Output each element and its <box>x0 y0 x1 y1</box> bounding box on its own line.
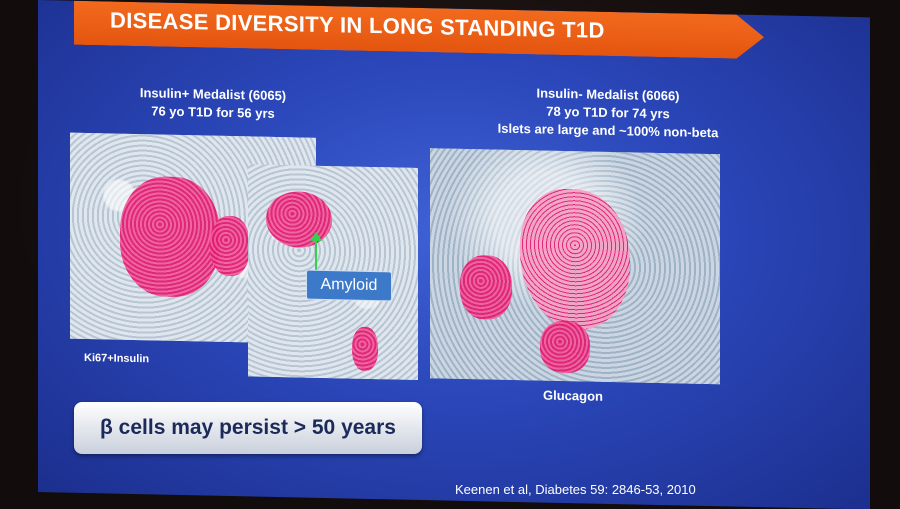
right-stain-label: Glucagon <box>543 387 603 404</box>
arrow-line <box>315 237 317 270</box>
islet-stain <box>352 326 378 372</box>
islet-stain <box>520 188 630 331</box>
micrograph-glucagon <box>430 148 720 385</box>
left-stain-label: Ki67+Insulin <box>84 351 150 366</box>
islet-stain <box>266 190 332 249</box>
islet-stain <box>210 215 250 277</box>
key-point-box: β cells may persist > 50 years <box>74 402 422 454</box>
citation-text: Keenen et al, Diabetes 59: 2846-53, 2010 <box>455 482 696 497</box>
amyloid-label: Amyloid <box>306 269 392 302</box>
left-caption-line2: 76 yo T1D for 56 yrs <box>151 103 275 121</box>
islet-stain <box>120 175 220 298</box>
islet-stain <box>540 320 590 374</box>
islet-stain <box>460 254 512 320</box>
